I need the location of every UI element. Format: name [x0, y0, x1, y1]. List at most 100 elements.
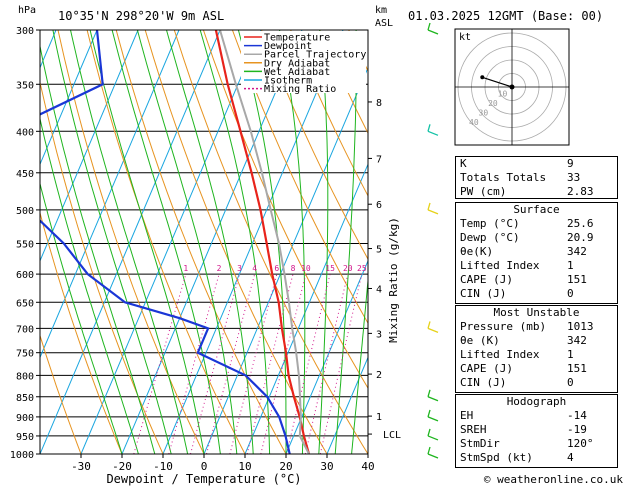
km-tick-label: 1 — [376, 412, 382, 423]
wind-barb-feather — [427, 124, 431, 132]
storm-motion-marker — [509, 84, 515, 90]
index-row-pw: PW (cm) 2.83 — [456, 185, 617, 199]
param-label: StmDir — [460, 437, 500, 450]
wind-barb — [427, 435, 439, 441]
param-value: 120° — [567, 437, 594, 450]
wet-adiabat — [70, 30, 189, 454]
hodograph-ring-label: 30 — [479, 109, 489, 118]
wind-barb-feather — [427, 22, 431, 31]
isotherm — [326, 356, 368, 454]
location-title: 10°35'N 298°20'W 9m ASL — [58, 9, 224, 23]
legend-entry: Parcel Trajectory — [264, 50, 366, 61]
hodograph-ring-label: 40 — [469, 118, 479, 127]
wet-adiabat — [237, 30, 287, 454]
index-value: 9 — [567, 157, 574, 170]
dry-adiabat — [202, 30, 368, 390]
most-unstable-panel: Most Unstable Pressure (mb) 1013 θe (K) 342… — [455, 305, 618, 393]
x-axis-label: Dewpoint / Temperature (°C) — [106, 472, 301, 486]
wet-adiabat — [351, 275, 368, 454]
temperature-profile — [214, 30, 311, 454]
temperature-tick-label: 0 — [201, 460, 208, 473]
surface-row: CAPE (J) 151 — [456, 273, 617, 287]
mixing-ratio-label: 1 — [183, 264, 188, 273]
wind-barb — [427, 453, 439, 459]
surface-panel: Surface Temp (°C) 25.6 Dewp (°C) 20.9 θe(K) 3… — [455, 202, 618, 304]
pressure-tick-label: 350 — [16, 80, 34, 91]
wet-adiabat — [40, 116, 139, 454]
wet-adiabat — [40, 181, 123, 454]
param-label: EH — [460, 409, 474, 422]
skewt-plot-area: 1 2 3 4 6 8 10 15 20 25 — [40, 30, 368, 454]
km-tick-label: 3 — [376, 329, 382, 340]
date-title: 01.03.2025 12GMT (Base: 00) — [408, 9, 603, 23]
pressure-unit-label: hPa — [18, 5, 36, 16]
surface-title: Surface — [513, 203, 560, 216]
pressure-tick-label: 550 — [16, 239, 34, 250]
most-unstable-row: θe (K) 342 — [456, 334, 617, 348]
wind-barb-feather — [427, 389, 431, 397]
pressure-tick-label: 400 — [16, 127, 34, 138]
pressure-tick-label: 750 — [16, 349, 34, 360]
isotherm — [40, 30, 180, 359]
wet-adiabat — [40, 43, 156, 454]
hodograph-point — [480, 75, 485, 80]
mixing-ratio-label: 15 — [325, 264, 335, 273]
legend-entry: Dewpoint — [264, 41, 312, 52]
surface-row: θe(K) 342 — [456, 245, 617, 259]
param-value: 151 — [567, 273, 587, 286]
pressure-tick-label: 500 — [16, 206, 34, 217]
index-label: PW (cm) — [460, 185, 507, 198]
mixing-ratio-line — [286, 273, 331, 454]
param-label: θe (K) — [460, 334, 500, 347]
dry-adiabat — [86, 30, 246, 454]
dry-adiabat — [40, 80, 164, 454]
hodograph-row: EH -14 — [456, 409, 617, 423]
param-label: θe(K) — [460, 245, 494, 258]
mixing-ratio-label: 2 — [217, 264, 222, 273]
wind-barb-feather — [427, 202, 431, 211]
index-value: 2.83 — [567, 185, 594, 198]
dry-adiabat — [40, 210, 123, 454]
surface-row: Lifted Index 1 — [456, 259, 617, 273]
mixing-ratio-label: 10 — [301, 264, 311, 273]
isotherm — [80, 30, 262, 454]
legend-entry: Dry Adiabat — [264, 58, 330, 69]
asl-label: ASL — [375, 18, 393, 29]
pressure-tick-label: 1000 — [10, 450, 34, 461]
hodograph-unit: kt — [459, 32, 471, 43]
pressure-tick-label: 800 — [16, 371, 34, 382]
temperature-tick-label: -20 — [112, 460, 132, 473]
param-value: 1013 — [567, 320, 594, 333]
isotherm — [285, 259, 368, 454]
index-label: K — [460, 157, 467, 170]
most-unstable-row: Lifted Index 1 — [456, 348, 617, 362]
mixing-ratio-label: 4 — [252, 264, 257, 273]
mixing-ratio-label: 3 — [237, 264, 242, 273]
pressure-tick-label: 300 — [16, 26, 34, 37]
param-value: 342 — [567, 245, 587, 258]
wet-adiabat — [89, 30, 205, 454]
wind-barb-feather — [427, 446, 431, 455]
most-unstable-row: CIN (J) 0 — [456, 376, 617, 390]
most-unstable-row: Pressure (mb) 1013 — [456, 320, 617, 334]
wind-barb — [427, 29, 439, 35]
dry-adiabat — [57, 30, 205, 454]
wind-barb — [427, 416, 439, 422]
mixing-ratio-line — [304, 273, 349, 454]
dry-adiabat — [115, 30, 287, 454]
pressure-tick-label: 650 — [16, 298, 34, 309]
param-label: Lifted Index — [460, 348, 540, 361]
wind-barb — [427, 327, 439, 333]
param-value: 1 — [567, 348, 574, 361]
param-value: 4 — [567, 451, 574, 464]
legend-entry: Isotherm — [264, 76, 312, 87]
param-label: Dewp (°C) — [460, 231, 520, 244]
pressure-tick-label: 450 — [16, 169, 34, 180]
param-value: 151 — [567, 362, 587, 375]
parcel-trajectory-profile — [219, 30, 310, 454]
hodograph-title: Hodograph — [506, 395, 567, 408]
param-value: 25.6 — [567, 217, 594, 230]
